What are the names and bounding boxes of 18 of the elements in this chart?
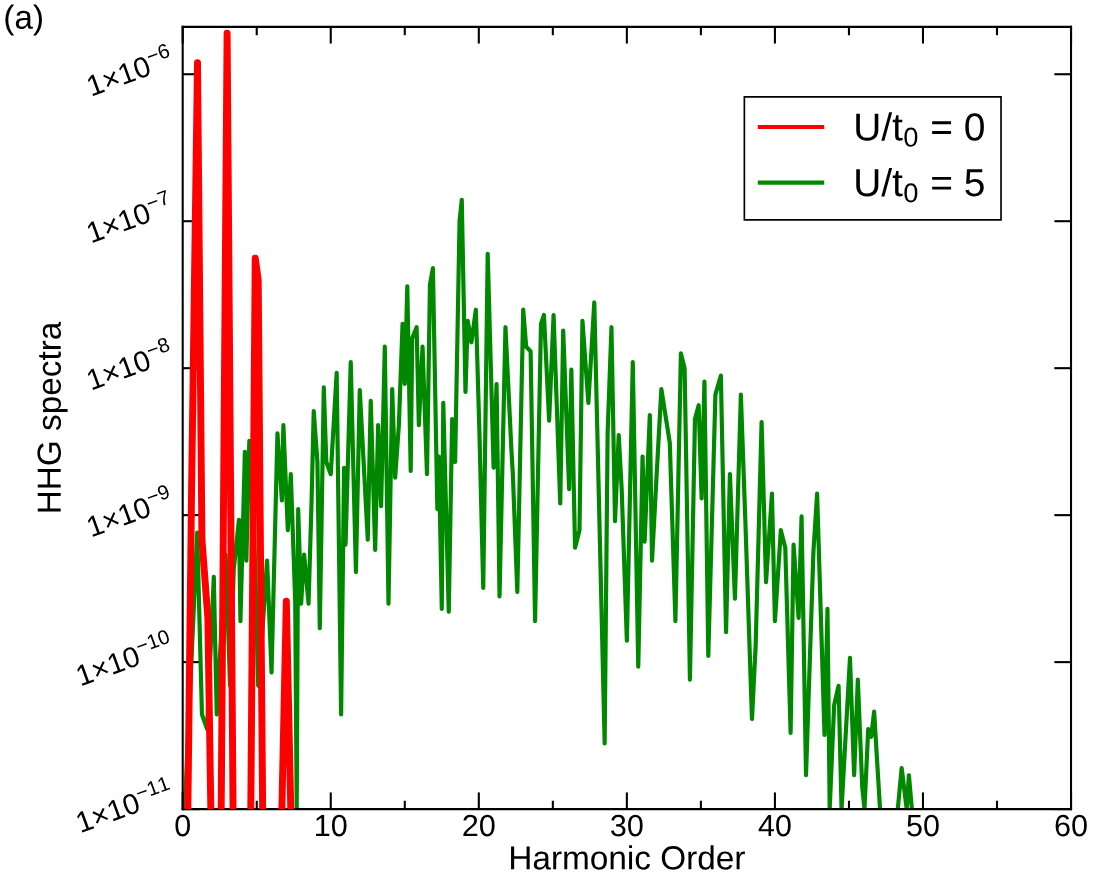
x-tick-label: 20 <box>463 814 495 837</box>
x-tick-label: 10 <box>316 814 347 837</box>
x-tick-label: 0 <box>175 814 190 837</box>
y-tick-label: 1×10$^{−9}$ <box>84 483 175 538</box>
y-axis-title: HHG spectra <box>37 321 68 512</box>
y-tick-label: 1×10$^{−10}$ <box>73 628 175 687</box>
x-tick-label: 50 <box>907 814 939 837</box>
legend-label: U/t$_{0}$ = 5 <box>856 167 984 203</box>
y-tick-label: 1×10$^{−11}$ <box>73 775 174 833</box>
y-tick-label: 1×10$^{−7}$ <box>84 189 174 243</box>
legend-label: U/t$_{0}$ = 0 <box>856 112 984 147</box>
y-tick-label: 1×10$^{−6}$ <box>84 42 175 97</box>
y-tick-label: 1×10$^{−8}$ <box>84 336 175 391</box>
text: (a) <box>5 4 42 36</box>
x-axis-title: Harmonic Order <box>511 845 745 870</box>
x-tick-label: 60 <box>1055 814 1087 837</box>
x-tick-label: 40 <box>758 814 791 837</box>
x-tick-label: 30 <box>611 814 643 837</box>
